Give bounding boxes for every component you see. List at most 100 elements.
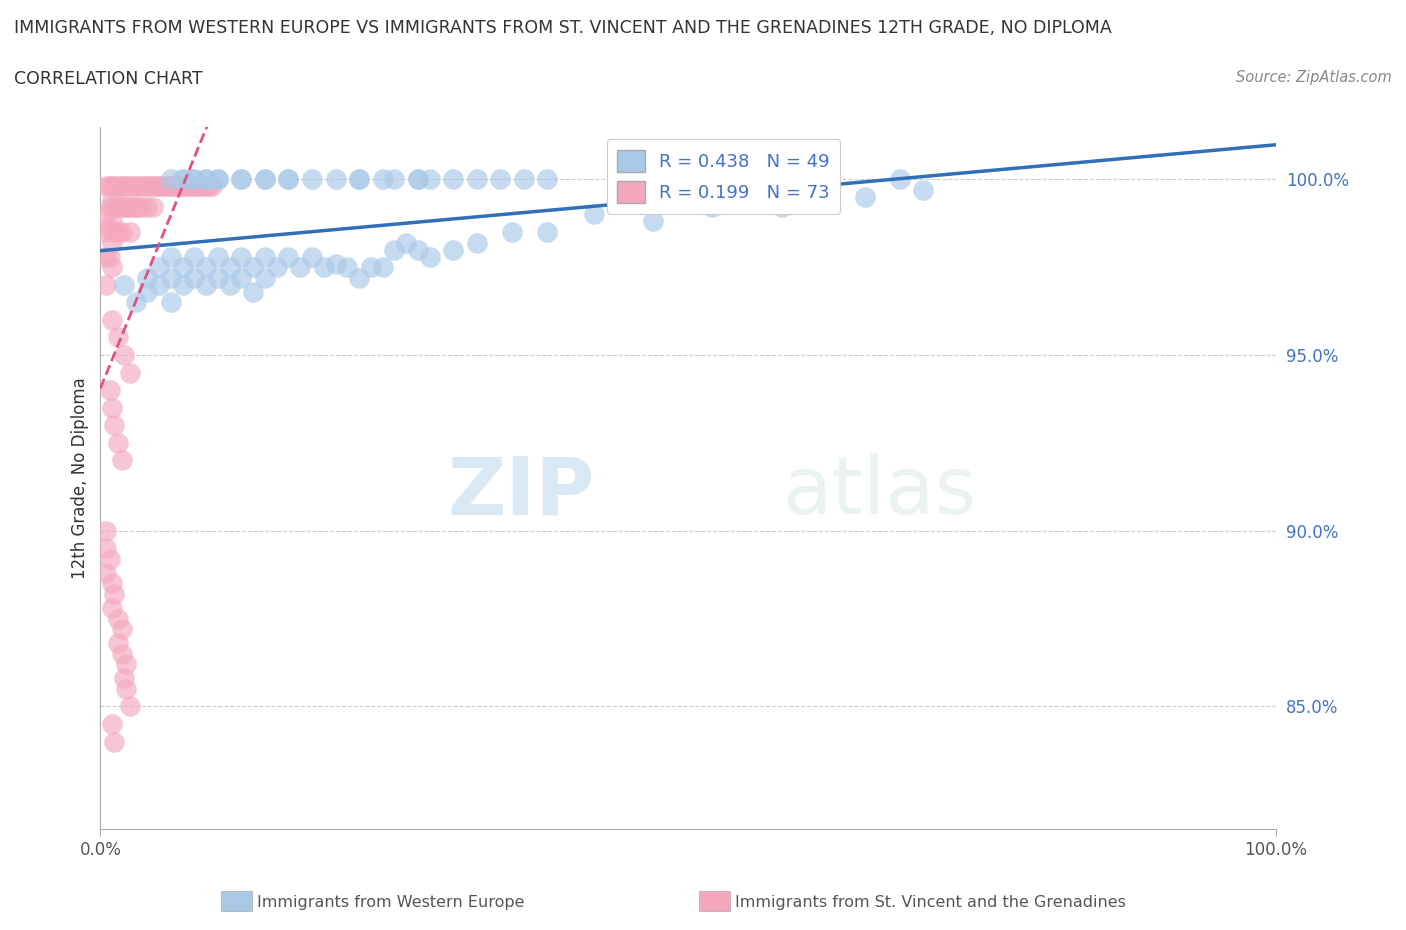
Text: Immigrants from St. Vincent and the Grenadines: Immigrants from St. Vincent and the Gren… xyxy=(735,895,1126,910)
Point xyxy=(160,271,183,286)
Point xyxy=(169,179,191,193)
Point xyxy=(110,646,132,661)
Point xyxy=(96,207,118,222)
Point xyxy=(290,259,312,274)
Point xyxy=(107,179,129,193)
Point xyxy=(101,716,124,731)
Point xyxy=(118,179,141,193)
Point xyxy=(101,235,124,250)
Point xyxy=(325,256,347,271)
Point xyxy=(160,172,183,187)
Point xyxy=(912,182,935,197)
Point xyxy=(181,179,204,193)
Legend: R = 0.438   N = 49, R = 0.199   N = 73: R = 0.438 N = 49, R = 0.199 N = 73 xyxy=(606,140,841,214)
Point xyxy=(172,179,194,193)
Text: IMMIGRANTS FROM WESTERN EUROPE VS IMMIGRANTS FROM ST. VINCENT AND THE GRENADINES: IMMIGRANTS FROM WESTERN EUROPE VS IMMIGR… xyxy=(14,19,1112,36)
Text: Source: ZipAtlas.com: Source: ZipAtlas.com xyxy=(1236,70,1392,85)
Point xyxy=(98,249,121,264)
Text: atlas: atlas xyxy=(782,453,977,531)
Point xyxy=(160,179,183,193)
Point xyxy=(406,242,429,257)
Point xyxy=(101,400,124,415)
Point xyxy=(160,249,183,264)
Point xyxy=(406,172,429,187)
Point xyxy=(103,587,125,602)
Point xyxy=(142,179,165,193)
Point xyxy=(174,179,197,193)
Point xyxy=(107,200,129,215)
Point xyxy=(157,179,180,193)
Point xyxy=(136,200,159,215)
Point xyxy=(266,259,288,274)
Point xyxy=(115,179,138,193)
Point xyxy=(277,172,299,187)
Point xyxy=(301,172,323,187)
Point xyxy=(110,224,132,239)
Point xyxy=(641,214,664,229)
Point xyxy=(136,179,159,193)
Point xyxy=(419,172,441,187)
Point xyxy=(101,576,124,591)
Point xyxy=(501,224,523,239)
Point xyxy=(382,242,405,257)
Point xyxy=(112,200,135,215)
Point xyxy=(195,259,218,274)
Point xyxy=(98,179,121,193)
Point xyxy=(160,295,183,310)
Point xyxy=(146,179,169,193)
Point xyxy=(277,172,299,187)
Point xyxy=(231,172,253,187)
Point xyxy=(96,541,118,556)
Point xyxy=(118,699,141,714)
Point xyxy=(207,172,229,187)
Point xyxy=(188,179,211,193)
Point xyxy=(253,271,276,286)
Point xyxy=(336,259,359,274)
Point xyxy=(183,172,205,187)
Point xyxy=(172,277,194,292)
Point xyxy=(112,277,135,292)
Point xyxy=(112,348,135,363)
Point xyxy=(172,172,194,187)
Point xyxy=(124,179,146,193)
Point xyxy=(101,601,124,616)
Point xyxy=(186,179,208,193)
Point xyxy=(134,179,156,193)
Point xyxy=(115,682,138,697)
Point xyxy=(107,435,129,450)
Point xyxy=(107,611,129,626)
Point xyxy=(207,172,229,187)
Y-axis label: 12th Grade, No Diploma: 12th Grade, No Diploma xyxy=(72,378,89,578)
Point xyxy=(301,249,323,264)
Point xyxy=(853,190,876,205)
Point xyxy=(127,200,149,215)
Point xyxy=(700,200,723,215)
Point xyxy=(115,657,138,671)
Point xyxy=(107,224,129,239)
Point xyxy=(110,200,132,215)
Point xyxy=(218,277,240,292)
Point xyxy=(118,200,141,215)
Point xyxy=(371,259,394,274)
Point xyxy=(360,259,382,274)
Point xyxy=(127,179,149,193)
Point xyxy=(101,312,124,327)
Point xyxy=(195,172,218,187)
Point xyxy=(231,271,253,286)
Point xyxy=(197,179,219,193)
Point xyxy=(101,214,124,229)
Point xyxy=(96,179,118,193)
Point xyxy=(150,179,173,193)
Point xyxy=(110,453,132,468)
Point xyxy=(98,221,121,236)
Point xyxy=(136,285,159,299)
Point xyxy=(253,172,276,187)
Point xyxy=(98,551,121,566)
Point xyxy=(118,365,141,380)
Point xyxy=(183,271,205,286)
Point xyxy=(101,259,124,274)
Point xyxy=(98,383,121,398)
Point xyxy=(131,200,153,215)
Point xyxy=(583,207,606,222)
Point xyxy=(512,172,534,187)
